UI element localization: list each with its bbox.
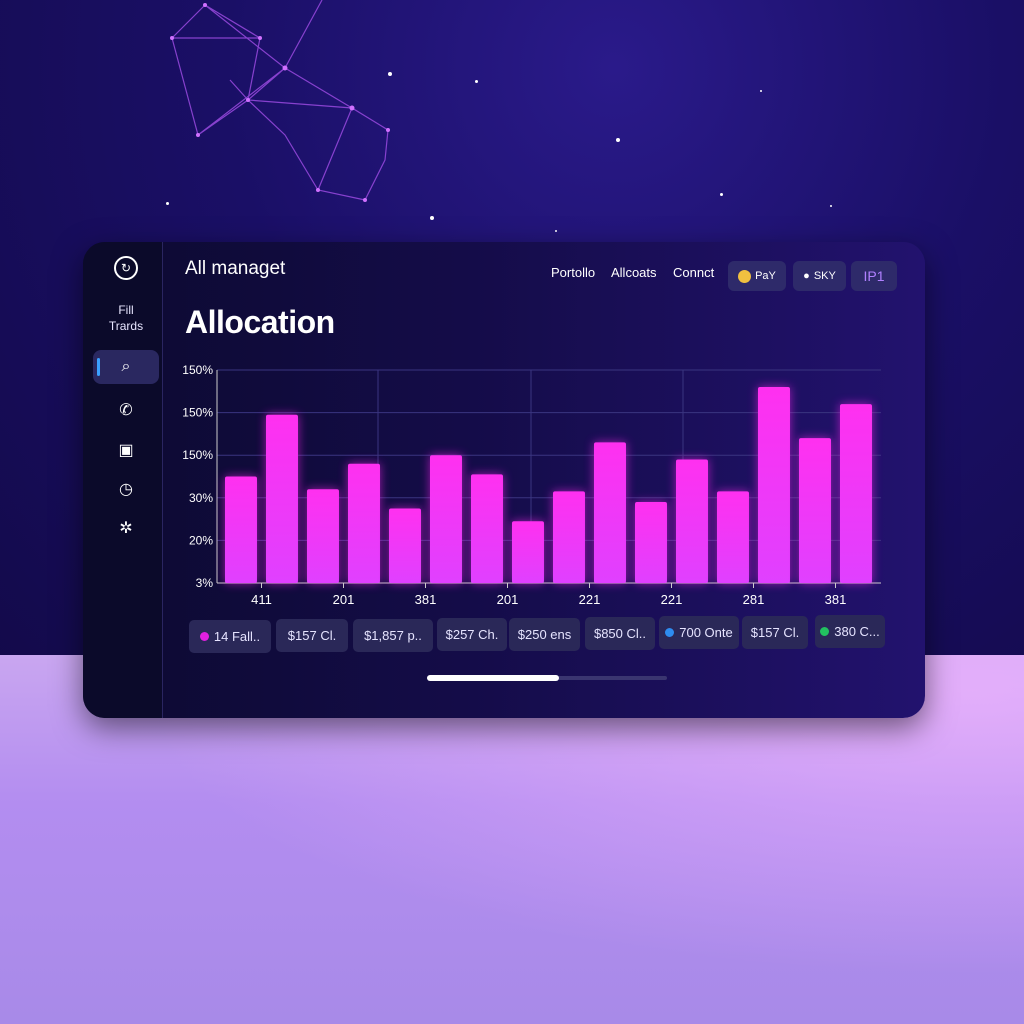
chip-label: $1,857 p.. — [364, 627, 422, 643]
allocation-chip[interactable]: $157 Cl. — [276, 619, 348, 653]
allocation-chip[interactable]: $157 Cl. — [742, 615, 808, 649]
bar — [553, 491, 585, 583]
pay-button[interactable]: PaY — [728, 261, 786, 291]
x-tick-label: 221 — [661, 592, 683, 607]
sidebar-item-wallet[interactable]: ▣ — [93, 433, 159, 467]
status-dot-icon — [665, 628, 675, 638]
logo-icon[interactable]: ↻ — [114, 256, 138, 280]
search-icon: ⌕ — [121, 358, 131, 375]
phone-icon: ✆ — [119, 402, 133, 419]
sidebar-item-phone[interactable]: ✆ — [93, 393, 159, 427]
y-tick-label: 3% — [196, 576, 214, 590]
scrollbar-thumb[interactable] — [427, 675, 559, 681]
x-tick-label: 201 — [333, 592, 355, 607]
allocation-chip[interactable]: $257 Ch. — [437, 618, 507, 652]
x-tick-label: 411 — [251, 592, 272, 607]
bar — [676, 459, 708, 583]
bar — [840, 404, 872, 583]
sidebar: ↻ Fill Trards ⌕ ✆ ▣ ◷ ✲ — [83, 242, 163, 718]
dashboard-window: ↻ Fill Trards ⌕ ✆ ▣ ◷ ✲ All managet Port… — [83, 242, 925, 718]
apple-icon: ● — [803, 270, 810, 282]
sidebar-item-puzzle[interactable]: ✲ — [93, 511, 159, 545]
sidebar-label: Fill Trards — [83, 302, 169, 334]
status-dot-icon — [199, 632, 209, 641]
chip-label: $250 ens — [517, 626, 572, 642]
wallet-icon: ▣ — [118, 442, 134, 459]
x-tick-label: 381 — [825, 592, 847, 607]
bar — [348, 463, 380, 583]
bar — [225, 476, 257, 583]
y-tick-label: 150% — [182, 363, 213, 377]
x-tick-label: 281 — [743, 592, 765, 607]
app-title: All managet — [185, 258, 286, 279]
sidebar-item-clock[interactable]: ◷ — [93, 472, 159, 506]
chip-label: $257 Ch. — [445, 627, 499, 643]
sidebar-item-search[interactable]: ⌕ — [93, 350, 159, 384]
allocation-chip[interactable]: 380 C... — [815, 615, 885, 649]
chip-label: 700 Onte — [679, 625, 733, 641]
sky-button[interactable]: ● SKY — [793, 261, 846, 291]
chip-label: $850 Cl.. — [593, 626, 647, 641]
bar — [389, 508, 421, 583]
bar — [471, 474, 503, 583]
y-tick-label: 20% — [189, 533, 213, 547]
ip-label: IP1 — [863, 268, 885, 284]
bar — [307, 489, 339, 583]
nav-connect[interactable]: Connct — [673, 265, 715, 280]
bar — [430, 455, 462, 583]
ip-button[interactable]: IP1 — [851, 261, 897, 291]
chip-label: $157 Cl. — [287, 628, 337, 644]
allocation-chip[interactable]: $1,857 p.. — [353, 618, 433, 652]
x-tick-label: 221 — [579, 592, 601, 607]
y-tick-label: 30% — [189, 491, 213, 505]
sky-label: SKY — [813, 270, 836, 282]
allocation-chip[interactable]: 14 Fall.. — [189, 620, 271, 653]
x-tick-label: 381 — [415, 592, 437, 607]
sidebar-label-line2: Trards — [108, 319, 144, 333]
bar — [758, 387, 790, 583]
sidebar-label-line1: Fill — [118, 303, 134, 317]
smiley-icon — [738, 269, 752, 283]
chip-label: $157 Cl. — [750, 624, 800, 640]
status-dot-icon — [820, 627, 830, 637]
bar — [266, 414, 298, 583]
y-tick-label: 150% — [182, 406, 213, 420]
bar — [799, 438, 831, 583]
horizontal-scrollbar[interactable] — [427, 675, 667, 681]
allocation-chip[interactable]: $250 ens — [509, 617, 580, 651]
chip-label: 380 C... — [834, 624, 880, 640]
bar — [635, 502, 667, 583]
nav-portfolio[interactable]: Portollo — [551, 265, 596, 280]
constellation-graphic — [170, 0, 390, 202]
puzzle-icon: ✲ — [119, 520, 133, 537]
bar — [594, 442, 626, 583]
x-tick-label: 201 — [497, 592, 519, 607]
allocation-chip[interactable]: $850 Cl.. — [585, 617, 655, 650]
pay-label: PaY — [755, 270, 776, 282]
bar — [717, 491, 749, 583]
clock-icon: ◷ — [119, 481, 133, 498]
nav-allocations[interactable]: Allcoats — [611, 265, 657, 280]
page-title: Allocation — [185, 304, 335, 340]
allocation-chip[interactable]: 700 Onte — [659, 616, 739, 650]
allocation-bar-chart: 150% 150% 150% 30% 20% 3% 411 201 381 201 221 221 28… — [182, 363, 881, 607]
bar — [512, 521, 544, 583]
y-tick-label: 150% — [182, 448, 213, 462]
chip-label: 14 Fall.. — [213, 629, 261, 644]
